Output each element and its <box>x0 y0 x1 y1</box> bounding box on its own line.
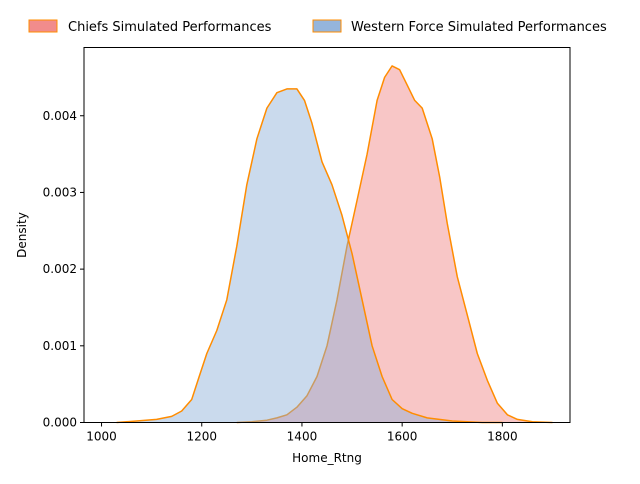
legend-swatch-western-force <box>312 19 342 33</box>
density-line-western-force <box>116 88 503 424</box>
x-axis-ticks: 1000 1200 1400 1600 1800 <box>86 422 518 444</box>
x-tick-label: 1400 <box>287 430 318 444</box>
legend: Chiefs Simulated Performances Western Fo… <box>28 19 607 35</box>
x-tick-label: 1800 <box>487 430 518 444</box>
plot-area <box>116 65 553 424</box>
y-tick-label: 0.004 <box>43 109 77 123</box>
y-axis-ticks: 0.000 0.001 0.002 0.003 0.004 <box>43 109 84 430</box>
density-area-western-force <box>116 88 503 423</box>
y-tick-label: 0.003 <box>43 185 77 199</box>
density-line-chiefs <box>236 65 553 424</box>
legend-label-western-force: Western Force Simulated Performances <box>351 20 607 35</box>
density-area-chiefs <box>236 65 553 423</box>
x-axis-label: Home_Rtng <box>292 451 362 465</box>
x-tick-label: 1000 <box>86 430 117 444</box>
y-tick-label: 0.002 <box>43 262 77 276</box>
y-axis-label: Density <box>15 212 29 258</box>
axes-frame <box>83 47 571 423</box>
legend-swatch-chiefs <box>28 19 58 33</box>
x-tick-label: 1600 <box>387 430 418 444</box>
y-tick-label: 0.000 <box>43 416 77 430</box>
legend-label-chiefs: Chiefs Simulated Performances <box>68 20 272 35</box>
y-tick-label: 0.001 <box>43 339 77 353</box>
x-tick-label: 1200 <box>186 430 217 444</box>
